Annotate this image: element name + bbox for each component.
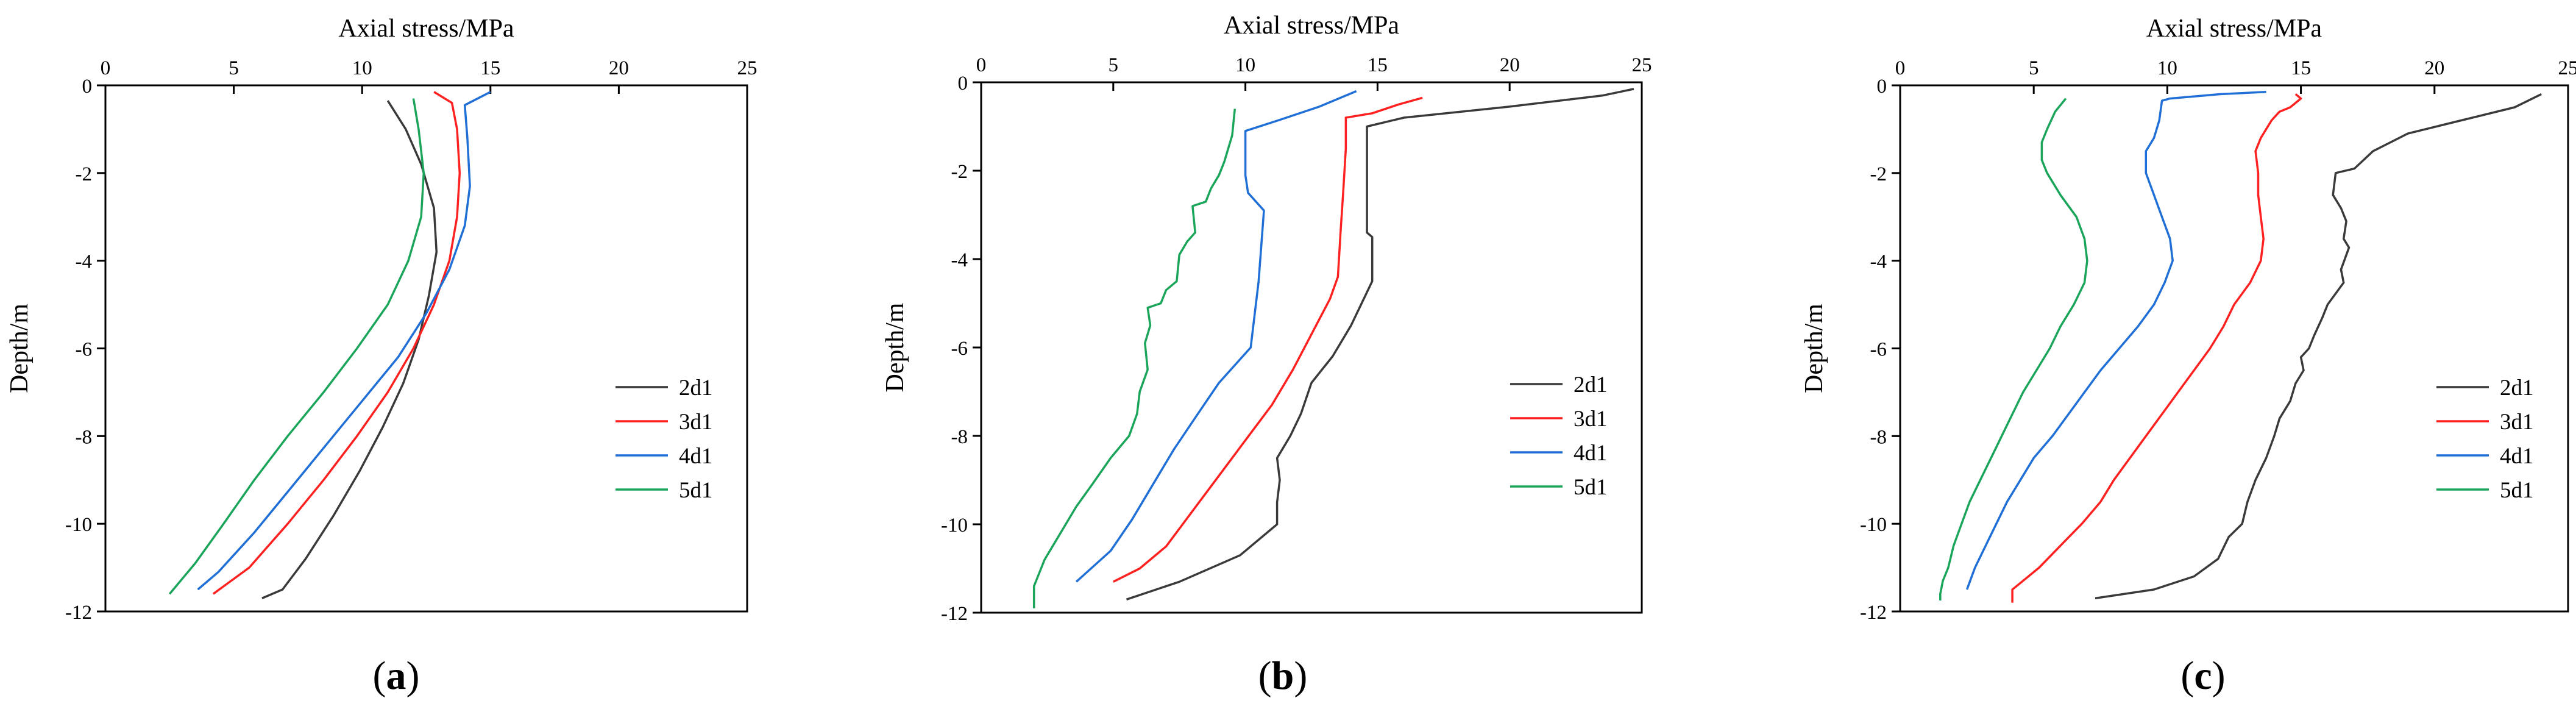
y-tick-label: -12: [941, 603, 968, 625]
x-tick-label: 5: [2029, 57, 2039, 79]
y-tick-label: -12: [1860, 602, 1887, 624]
y-tick-label: 0: [82, 76, 93, 98]
y-tick-label: -8: [76, 426, 93, 448]
panel-label: (c): [2180, 654, 2225, 698]
x-tick-label: 5: [1109, 54, 1119, 76]
y-tick-label: -8: [1870, 426, 1887, 448]
chart-panel-b: 0 5 10 15 20 25 0 -2 -4 -6 -8 -10 -12 Axial stress/MP…: [881, 12, 1652, 698]
legend-label-2d1: 2d1: [1574, 372, 1608, 397]
panel-letter: c: [2194, 654, 2212, 698]
legend-label-3d1: 3d1: [2500, 410, 2534, 435]
plot-frame: [104, 84, 748, 613]
x-tick-label: 25: [2558, 57, 2576, 79]
y-axis-title: Depth/m: [1800, 304, 1828, 393]
series-line-2d1: [1126, 88, 1634, 600]
series-line-4d1: [1965, 91, 2266, 590]
series-line-4d1: [1075, 90, 1357, 583]
y-tick-label: -4: [1870, 251, 1887, 273]
chart-panel-c: 0 5 10 15 20 25 0 -2 -4 -6 -8 -10 -12 Axial stress/MP…: [1800, 15, 2576, 698]
series-line-2d1: [2095, 93, 2542, 600]
x-tick-label: 10: [352, 57, 372, 79]
x-tick-label: 0: [976, 54, 987, 76]
y-axis-title: Depth/m: [881, 302, 909, 392]
x-tick-label: 5: [229, 57, 239, 79]
legend-label-2d1: 2d1: [2500, 376, 2534, 401]
x-axis-title: Axial stress/MPa: [2146, 15, 2322, 43]
y-tick-label: -6: [76, 339, 93, 361]
series-line-3d1: [2011, 93, 2302, 603]
y-tick-label: -6: [1870, 339, 1887, 361]
x-tick-label: 25: [1632, 54, 1652, 76]
legend-label-4d1: 4d1: [1574, 441, 1608, 466]
y-tick-label: -4: [76, 251, 93, 273]
y-tick-label: -10: [65, 514, 92, 536]
x-tick-label: 20: [609, 57, 629, 79]
y-tick-label: -2: [76, 163, 93, 185]
x-tick-label: 15: [2291, 57, 2311, 79]
y-tick-label: -2: [951, 161, 968, 183]
x-tick-label: 20: [1500, 54, 1520, 76]
y-tick-label: 0: [1877, 76, 1887, 98]
y-axis-title: Depth/m: [5, 304, 34, 393]
plot-frame: [980, 81, 1643, 614]
x-tick-label: 25: [737, 57, 758, 79]
legend-label-4d1: 4d1: [2500, 444, 2534, 469]
x-tick-label: 20: [2424, 57, 2444, 79]
x-tick-label: 10: [2157, 57, 2177, 79]
panel-label: (a): [373, 654, 420, 698]
panel-label: (b): [1258, 654, 1308, 698]
legend-label-2d1: 2d1: [679, 376, 713, 401]
y-tick-label: -12: [65, 602, 92, 624]
legend-label-4d1: 4d1: [679, 444, 713, 469]
series-line-5d1: [1939, 98, 2088, 600]
x-tick-label: 10: [1235, 54, 1255, 76]
series-line-4d1: [197, 91, 491, 591]
panel-letter: a: [386, 654, 406, 698]
legend-label-5d1: 5d1: [2500, 478, 2534, 503]
series-line-3d1: [212, 91, 461, 595]
x-axis-title: Axial stress/MPa: [1224, 12, 1400, 40]
panel-letter: b: [1272, 654, 1294, 698]
legend-label-5d1: 5d1: [1574, 475, 1608, 500]
y-tick-label: -8: [951, 426, 968, 448]
y-tick-label: -10: [1860, 514, 1887, 536]
y-tick-label: 0: [958, 73, 968, 94]
x-axis-title: Axial stress/MPa: [338, 15, 514, 43]
y-tick-label: -10: [941, 515, 968, 536]
x-tick-label: 0: [1895, 57, 1906, 79]
series-line-3d1: [1113, 96, 1423, 583]
y-tick-label: -4: [951, 249, 968, 271]
legend-label-3d1: 3d1: [1574, 407, 1608, 432]
x-tick-label: 0: [101, 57, 111, 79]
series-line-5d1: [168, 98, 425, 595]
series-line-5d1: [1032, 109, 1237, 608]
x-tick-label: 15: [480, 57, 500, 79]
chart-panel-a: 0 5 10 15 20 25 0 -2 -4 -6 -8 -10 -12 Axial stress/MP…: [5, 15, 758, 698]
legend-label-5d1: 5d1: [679, 478, 713, 503]
y-tick-label: -2: [1870, 163, 1887, 185]
x-tick-label: 15: [1368, 54, 1388, 76]
legend-label-3d1: 3d1: [679, 410, 713, 435]
y-tick-label: -6: [951, 338, 968, 360]
